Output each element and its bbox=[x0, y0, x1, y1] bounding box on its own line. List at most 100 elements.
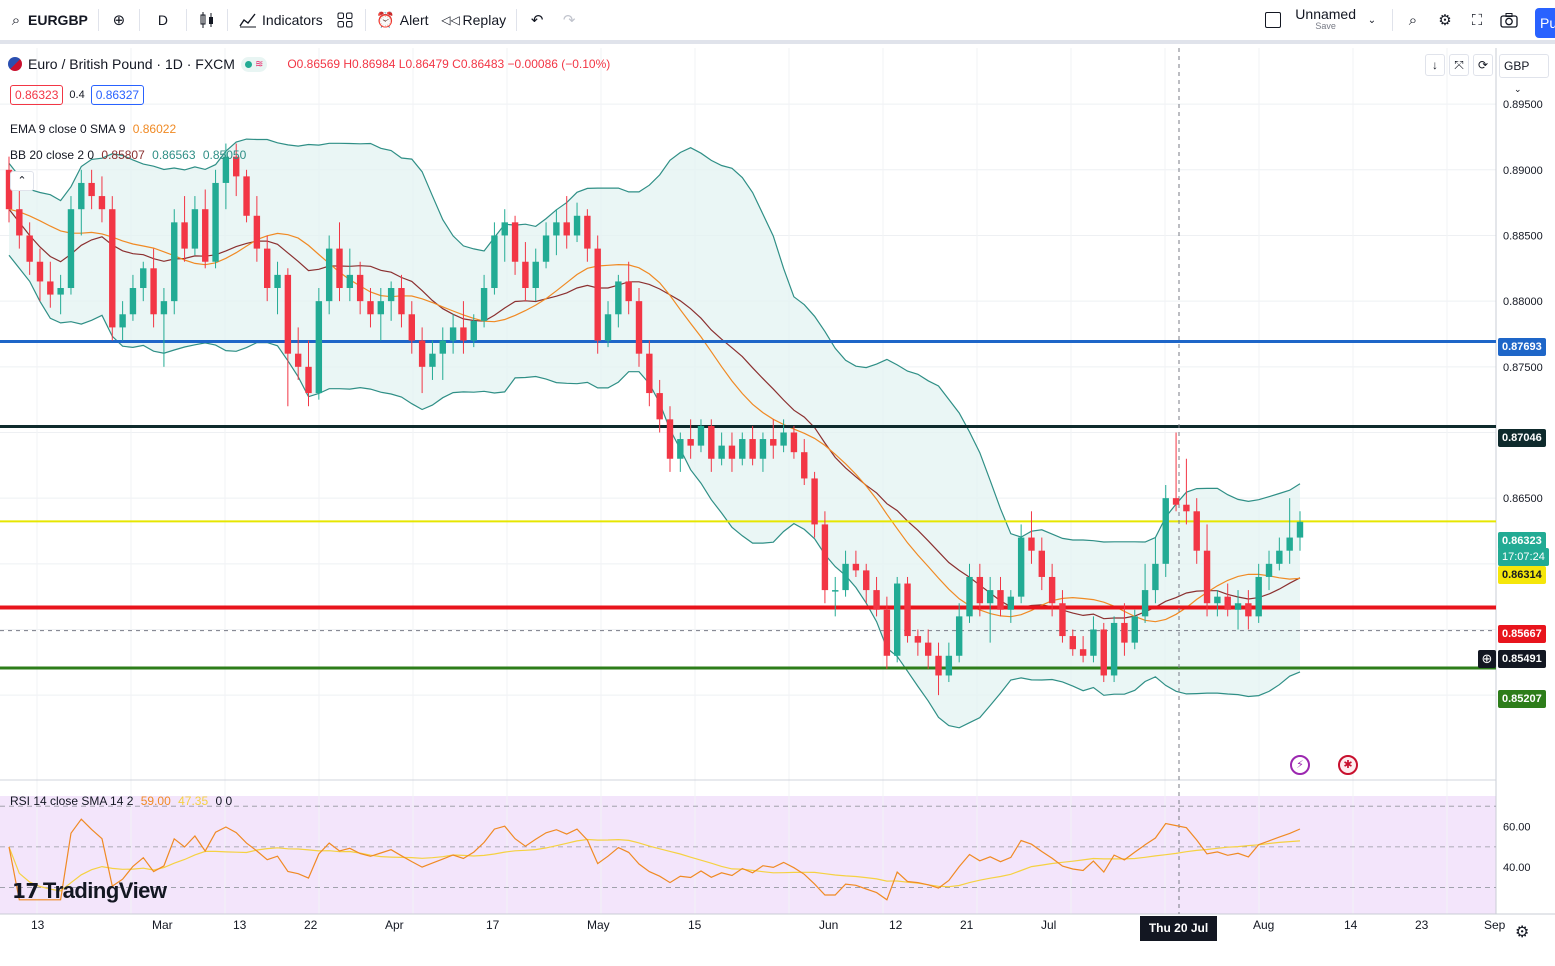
rsi-value: 59.00 bbox=[140, 794, 171, 808]
time-axis-tick: Aug bbox=[1253, 918, 1275, 932]
ema-price-label: 0.86314 bbox=[1498, 566, 1546, 584]
candle-body bbox=[832, 590, 839, 592]
fullscreen-button[interactable]: ⛶ bbox=[1461, 5, 1493, 35]
candle-body bbox=[728, 445, 736, 459]
market-status[interactable]: ≋ bbox=[240, 56, 268, 72]
buy-button[interactable]: 0.86327 bbox=[90, 85, 145, 105]
chevron-down-icon: ⌄ bbox=[1367, 14, 1377, 26]
gear-icon[interactable]: ⚙ bbox=[1515, 924, 1530, 941]
candle-body bbox=[1286, 537, 1293, 551]
chevron-down-icon: ⌄ bbox=[1514, 84, 1522, 94]
rsi-sma-line bbox=[8, 838, 1301, 892]
quick-search-button[interactable]: ⌕ bbox=[1397, 5, 1429, 35]
candle-body bbox=[511, 222, 519, 262]
alert-button[interactable]: ⏰ Alert bbox=[370, 5, 435, 35]
interval-button[interactable]: D bbox=[144, 5, 182, 35]
candle-body bbox=[604, 314, 612, 341]
pane-controls: ↓ ⤧ ⟳ bbox=[1425, 54, 1493, 76]
currency-label: GBP bbox=[1504, 59, 1530, 73]
candle-body bbox=[171, 222, 178, 302]
refresh-icon: ⟳ bbox=[1477, 58, 1489, 72]
candle-body bbox=[1028, 537, 1035, 551]
candle-body bbox=[883, 609, 891, 656]
candle-body bbox=[863, 570, 870, 591]
add-alert-plus-icon[interactable]: ⊕ bbox=[1478, 650, 1496, 668]
currency-select[interactable]: GBP ⌄ bbox=[1499, 54, 1549, 94]
uk-flag-icon[interactable]: ✱ bbox=[1338, 755, 1358, 775]
reset-pane-button[interactable]: ⟳ bbox=[1473, 54, 1493, 76]
toolbar-divider bbox=[186, 9, 188, 31]
ohlc-values: O0.86569 H0.86984 L0.86479 C0.86483 −0.0… bbox=[287, 57, 611, 71]
compare-button[interactable]: ⊕ bbox=[103, 5, 135, 35]
candle-body bbox=[811, 478, 818, 525]
candle-body bbox=[563, 222, 570, 236]
fullscreen-icon: ⛶ bbox=[1471, 11, 1483, 29]
candle-body bbox=[955, 616, 963, 656]
move-down-button[interactable]: ↓ bbox=[1425, 54, 1445, 76]
candle-body bbox=[1048, 576, 1056, 604]
candle-body bbox=[67, 209, 75, 289]
candle-body bbox=[780, 432, 787, 446]
camera-icon bbox=[1499, 10, 1519, 30]
layout-name-block[interactable]: Unnamed Save bbox=[1295, 7, 1356, 32]
redo-button[interactable]: ↷ bbox=[553, 5, 585, 35]
candle-body bbox=[986, 590, 994, 604]
replay-button[interactable]: ◁◁ Replay bbox=[435, 5, 513, 35]
current-price-label: 0.86323 bbox=[1498, 532, 1546, 550]
ema-legend[interactable]: EMA 9 close 0 SMA 9 0.86022 bbox=[10, 122, 176, 136]
bb-legend[interactable]: BB 20 close 2 0 0.85807 0.86563 0.85050 bbox=[10, 148, 246, 162]
collapse-legend-button[interactable]: ⌃ bbox=[10, 171, 34, 191]
chart-type-button[interactable] bbox=[191, 5, 223, 35]
collapse-icon: ⤧ bbox=[1454, 58, 1464, 72]
rsi-legend[interactable]: RSI 14 close SMA 14 2 59.00 47.35 0 0 bbox=[10, 794, 232, 808]
candle-body bbox=[1162, 498, 1169, 564]
candle-body bbox=[697, 425, 705, 446]
alert-label: Alert bbox=[399, 12, 429, 28]
candle-body bbox=[1276, 550, 1283, 564]
indicators-button[interactable]: Indicators bbox=[232, 5, 329, 35]
tradingview-logo[interactable]: 𝟭𝟳 TradingView bbox=[12, 878, 167, 904]
candle-body bbox=[315, 301, 323, 394]
save-label: Save bbox=[1315, 21, 1336, 31]
time-axis-tick: 13 bbox=[31, 918, 45, 932]
candle-body bbox=[16, 209, 23, 236]
top-toolbar: ⌕ EURGBP ⊕ D Indicators ⏰ Alert ◁◁ Repla… bbox=[0, 0, 1555, 44]
rsi-axis-tick: 40.00 bbox=[1503, 862, 1531, 874]
bb-lower-value: 0.85050 bbox=[202, 148, 247, 162]
chart-area[interactable]: 0.89500 0.89000 0.88500 0.88000 0.87500 0.870… bbox=[0, 48, 1555, 960]
candle-body bbox=[294, 353, 302, 367]
candle-body bbox=[842, 563, 849, 591]
candle-body bbox=[522, 261, 529, 289]
undo-button[interactable]: ↶ bbox=[521, 5, 553, 35]
symbol-search[interactable]: ⌕ EURGBP bbox=[0, 5, 94, 35]
candle-body bbox=[1069, 636, 1076, 650]
toolbar-divider bbox=[516, 9, 518, 31]
candle-body bbox=[594, 248, 601, 341]
chart-canvas[interactable]: 0.89500 0.89000 0.88500 0.88000 0.87500 0.870… bbox=[0, 48, 1555, 955]
symbol-title[interactable]: Euro / British Pound · 1D · FXCM bbox=[28, 56, 235, 72]
candle-body bbox=[718, 445, 725, 459]
price-axis-tick: 0.89000 bbox=[1503, 165, 1543, 177]
snapshot-button[interactable] bbox=[1493, 5, 1525, 35]
lightning-icon[interactable]: ⚡ bbox=[1290, 755, 1310, 775]
candle-body bbox=[976, 576, 984, 604]
tv-logo-icon: 𝟭𝟳 bbox=[12, 880, 39, 903]
bb-label: BB 20 close 2 0 bbox=[10, 148, 95, 162]
checkbox-icon[interactable] bbox=[1265, 12, 1282, 28]
time-axis-tick: 21 bbox=[960, 918, 974, 932]
candle-body bbox=[1234, 603, 1242, 610]
candle-body bbox=[924, 642, 932, 656]
time-axis-tick: 12 bbox=[889, 918, 903, 932]
candle-body bbox=[284, 274, 292, 354]
candle-body bbox=[305, 366, 312, 394]
indicators-label: Indicators bbox=[262, 12, 323, 28]
settings-button[interactable]: ⚙ bbox=[1429, 5, 1461, 35]
publish-button[interactable]: Pu bbox=[1535, 8, 1555, 38]
sell-button[interactable]: 0.86323 bbox=[10, 85, 64, 105]
layouts-button[interactable] bbox=[329, 5, 361, 35]
layout-save-menu[interactable]: Unnamed Save ⌄ bbox=[1259, 5, 1388, 35]
collapse-pane-button[interactable]: ⤧ bbox=[1449, 54, 1469, 76]
time-axis-tick: Sep bbox=[1484, 918, 1506, 932]
candle-body bbox=[904, 583, 911, 637]
candle-body bbox=[377, 301, 385, 315]
